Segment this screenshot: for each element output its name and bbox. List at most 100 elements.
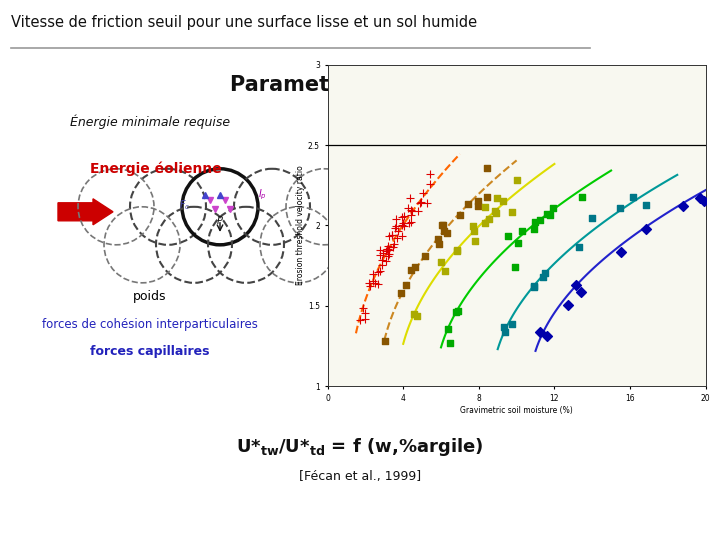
Text: $I_p$: $I_p$ [258, 187, 266, 202]
Point [528, 282, 540, 291]
Point [511, 176, 523, 185]
Point [369, 278, 381, 287]
Point [534, 327, 546, 336]
Point [541, 332, 553, 340]
Point [614, 204, 626, 213]
Point [380, 246, 392, 255]
Text: forces capillaires: forces capillaires [90, 346, 210, 359]
Point [355, 316, 366, 325]
Text: poids: poids [133, 291, 167, 303]
Point [528, 225, 539, 234]
Point [398, 212, 410, 220]
Point [364, 282, 376, 291]
Point [575, 287, 587, 296]
Point [512, 239, 523, 247]
Point [383, 246, 395, 254]
Text: Vitesse de friction seuil pour une surface lisse et un sol humide: Vitesse de friction seuil pour une surfa… [11, 15, 477, 30]
Point [698, 197, 710, 205]
Text: $P$: $P$ [216, 214, 224, 226]
Point [372, 280, 383, 288]
Point [538, 273, 549, 281]
Point [547, 204, 559, 212]
Text: Parametrisation de U*: Parametrisation de U* [230, 75, 490, 94]
Point [382, 252, 394, 261]
Point [376, 256, 387, 265]
Point [367, 277, 379, 286]
Point [490, 208, 501, 217]
Point [534, 215, 546, 224]
Point [379, 337, 390, 346]
Point [415, 198, 426, 207]
Point [372, 268, 384, 277]
Point [382, 245, 393, 253]
Point [483, 214, 495, 223]
Point [357, 303, 369, 312]
Point [387, 230, 398, 239]
X-axis label: Gravimetric soil moisture (%): Gravimetric soil moisture (%) [460, 406, 573, 415]
Point [376, 261, 387, 270]
Point [506, 320, 518, 328]
Text: Energie éolienne: Energie éolienne [90, 161, 222, 176]
Point [403, 218, 415, 227]
Point [615, 248, 626, 256]
Point [405, 218, 416, 227]
Point [415, 198, 427, 206]
Y-axis label: Erosion threshold velocity ratio: Erosion threshold velocity ratio [296, 166, 305, 285]
Point [411, 312, 423, 321]
Point [450, 307, 462, 316]
Point [396, 232, 408, 240]
Point [528, 282, 539, 291]
Point [397, 220, 408, 229]
Point [382, 245, 394, 253]
Point [390, 224, 401, 233]
Point [405, 211, 417, 219]
Point [420, 252, 431, 260]
Point [498, 323, 510, 332]
Point [529, 218, 541, 227]
Point [424, 169, 436, 178]
Point [388, 240, 400, 248]
Point [422, 199, 433, 207]
Point [451, 247, 463, 256]
Text: [Fécan et al., 1999]: [Fécan et al., 1999] [299, 470, 421, 483]
Point [406, 207, 418, 215]
Text: $F_c$: $F_c$ [179, 198, 191, 212]
Point [359, 315, 371, 323]
Point [640, 200, 652, 209]
Text: Énergie minimale requise: Énergie minimale requise [70, 114, 230, 129]
Point [541, 210, 552, 218]
Point [418, 188, 429, 197]
Point [539, 269, 551, 278]
Point [509, 263, 521, 272]
Point [383, 232, 395, 241]
Point [469, 237, 480, 245]
Point [492, 194, 503, 202]
Point [472, 201, 484, 210]
Point [442, 325, 454, 334]
Point [441, 229, 452, 238]
Point [425, 180, 436, 188]
Point [506, 207, 518, 216]
Point [587, 213, 598, 222]
Point [382, 241, 394, 250]
Point [451, 246, 463, 255]
Point [413, 207, 424, 215]
Point [387, 231, 398, 239]
Point [454, 211, 466, 219]
Point [640, 224, 652, 233]
Point [677, 202, 688, 211]
Point [577, 193, 588, 201]
Point [397, 213, 408, 221]
Point [405, 266, 417, 274]
Point [439, 267, 451, 275]
Point [436, 221, 447, 230]
Point [544, 211, 556, 219]
Point [395, 288, 407, 297]
Point [402, 204, 413, 212]
Point [377, 249, 389, 258]
FancyArrow shape [58, 199, 113, 225]
Point [481, 193, 492, 202]
Point [438, 227, 450, 235]
Text: U*$_{\mathregular{tw}}$/U*$_{\mathregular{td}}$ = f (w,%argile): U*$_{\mathregular{tw}}$/U*$_{\mathregula… [236, 436, 484, 458]
Point [480, 218, 491, 227]
